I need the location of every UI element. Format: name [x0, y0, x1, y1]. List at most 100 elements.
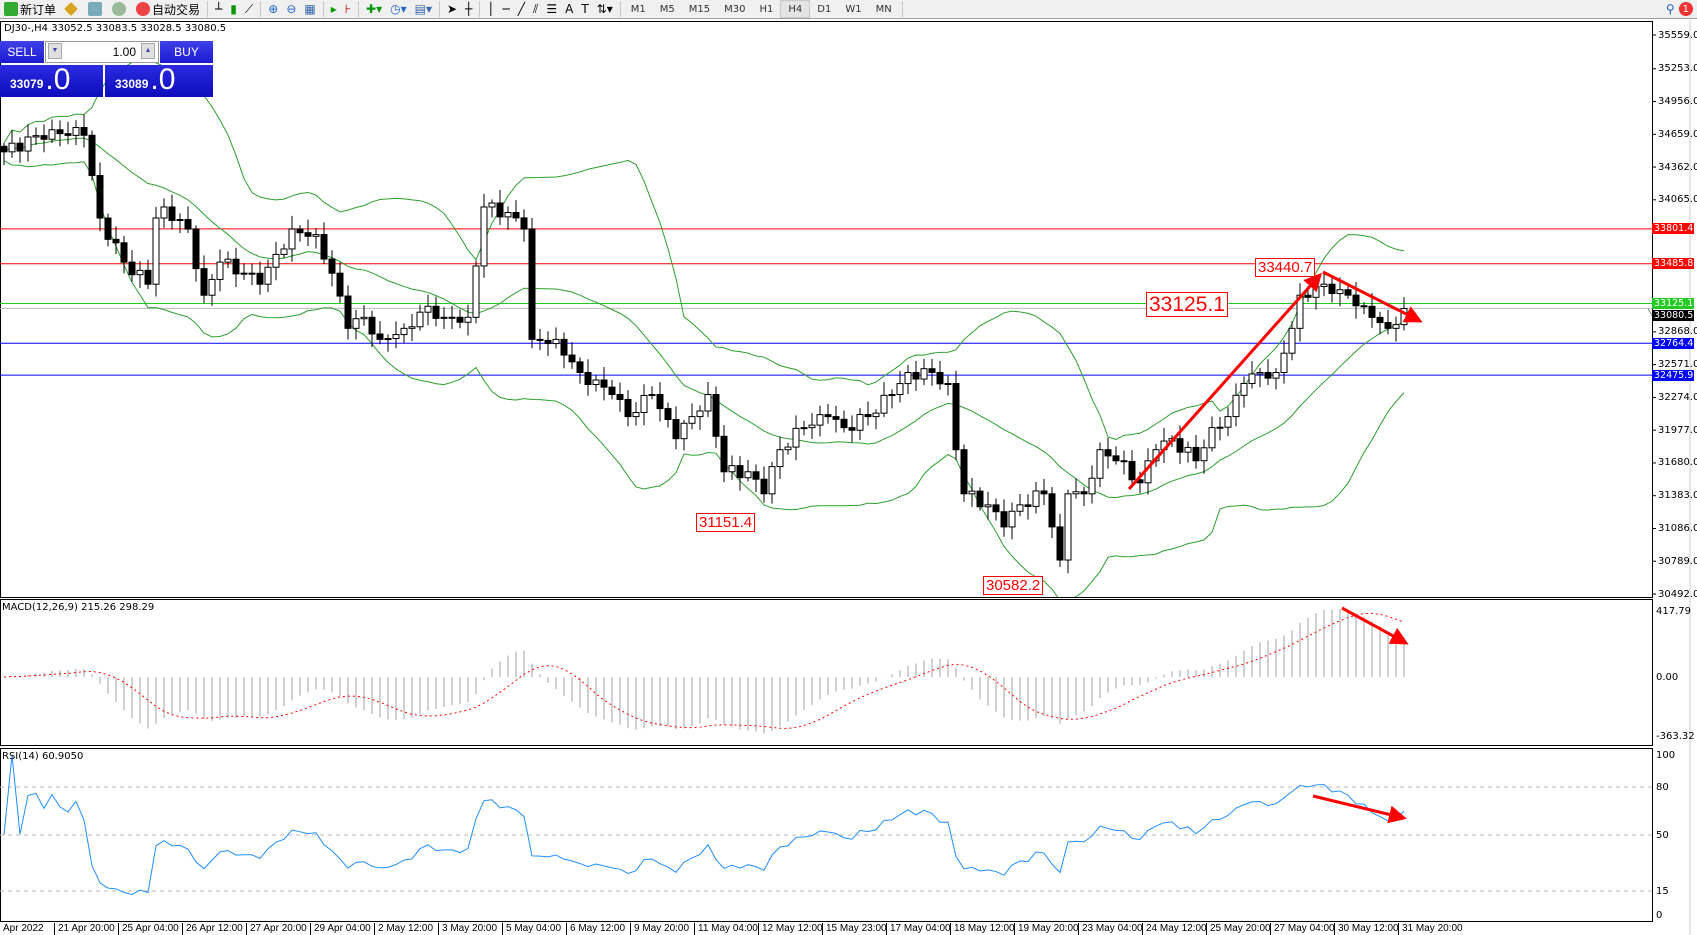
candle [120, 235, 128, 274]
crosshair-button[interactable]: ┼ [465, 2, 473, 16]
trendline-button[interactable]: ╱ [517, 2, 525, 16]
timeframe-h4[interactable]: H4 [780, 0, 811, 18]
search-icon[interactable]: ⚲ [1665, 2, 1675, 16]
candle [1360, 302, 1368, 315]
candle [944, 375, 952, 396]
timeframe-h1[interactable]: H1 [759, 3, 774, 15]
candle [496, 189, 504, 225]
tile-windows-button[interactable]: ▦ [304, 2, 316, 16]
timeframe-w1[interactable]: W1 [845, 3, 862, 15]
buy-price[interactable]: 33089.0 [105, 65, 213, 97]
sell-button[interactable]: SELL [0, 41, 44, 63]
candle [1200, 439, 1208, 474]
macd-divergence-arrow[interactable] [1341, 606, 1409, 645]
candle [144, 259, 152, 290]
candle [264, 259, 272, 293]
candle-chart-button[interactable]: ▮ [230, 2, 237, 16]
candle [424, 294, 432, 326]
arrows-button[interactable]: ⇅▾ [596, 2, 613, 16]
signals-button[interactable] [84, 0, 108, 18]
zoom-out-button[interactable]: ⊖ [286, 2, 297, 16]
bollinger-upper [3, 58, 1405, 440]
candle [1328, 275, 1336, 303]
candle [0, 143, 8, 166]
radio-button[interactable] [108, 0, 132, 18]
low-price-label[interactable]: 30582.2 [983, 576, 1044, 595]
autoscroll-button[interactable]: ▸ [330, 2, 337, 16]
candle [1024, 494, 1032, 520]
candle [920, 358, 928, 386]
timeframe-d1[interactable]: D1 [817, 3, 832, 15]
candle [32, 127, 40, 145]
current-price-label[interactable]: 33125.1 [1146, 292, 1228, 317]
candle [96, 162, 104, 232]
candle [472, 260, 480, 324]
high-price-label[interactable]: 33440.7 [1255, 258, 1316, 277]
zoom-in-button[interactable]: ⊕ [268, 2, 279, 16]
candle [1320, 273, 1328, 297]
channel-button[interactable]: ⫽ [532, 1, 539, 16]
candle [560, 332, 568, 369]
low-price-label[interactable]: 31151.4 [696, 513, 756, 532]
candle [464, 304, 472, 336]
macd-signal-line [3, 612, 1405, 729]
uptrend-arrow[interactable] [1127, 272, 1322, 490]
candle [280, 243, 288, 259]
candle [48, 119, 56, 144]
candle [272, 241, 280, 281]
text-label-button[interactable]: T [581, 2, 589, 16]
candle [704, 381, 712, 417]
panel-borders [0, 20, 1691, 935]
candle [416, 304, 424, 331]
candle [256, 261, 264, 295]
time-axis-label: 17 May 04:00 [886, 923, 951, 935]
price-axis-label: 34956.0 [1658, 96, 1697, 108]
time-axis-label: 11 May 04:00 [694, 923, 758, 935]
candle [1216, 416, 1224, 441]
candle [1272, 367, 1280, 390]
lot-increase-button[interactable]: ▲ [141, 43, 155, 59]
templates-button[interactable]: ▤▾ [414, 2, 432, 16]
indicators-button[interactable]: ✚▾ [366, 2, 383, 16]
horizontal-line-button[interactable]: ─ [502, 2, 510, 16]
downtrend-arrow[interactable] [1322, 270, 1423, 323]
timeframe-m30[interactable]: M30 [724, 3, 746, 15]
candle [432, 296, 440, 327]
buy-button[interactable]: BUY [160, 41, 213, 63]
candle [864, 401, 872, 426]
candle [792, 415, 800, 461]
bar-chart-button[interactable]: ┴ [215, 2, 223, 16]
notification-badge[interactable]: 1 [1678, 2, 1693, 16]
candle [200, 255, 208, 304]
text-button[interactable]: A [565, 2, 574, 16]
rsi-axis-label: 100 [1656, 749, 1676, 761]
candle [856, 408, 864, 440]
lot-decrease-button[interactable]: ▼ [48, 43, 62, 59]
candle [688, 403, 696, 430]
time-axis-label: 29 Apr 04:00 [310, 923, 371, 935]
candle [872, 409, 880, 430]
candle [1008, 502, 1016, 540]
candle [1296, 283, 1304, 342]
chart-shift-button[interactable]: ⊦ [344, 2, 352, 16]
line-chart-button[interactable]: ⟋ [244, 1, 254, 16]
rsi-divergence-arrow[interactable] [1312, 794, 1407, 824]
sell-price[interactable]: 33079.0 [0, 65, 103, 97]
auto-trading-button[interactable]: 自动交易 [132, 0, 204, 18]
fibonacci-button[interactable]: ☰ [546, 2, 558, 16]
periods-button[interactable]: ◷▾ [390, 2, 407, 16]
time-axis-label: Apr 2022 [3, 923, 44, 934]
drawn-arrows[interactable] [1127, 270, 1423, 824]
candle [216, 249, 224, 292]
timeframe-m5[interactable]: M5 [659, 3, 675, 15]
new-order-button[interactable]: 新订单 [0, 0, 60, 18]
timeframe-m1[interactable]: M1 [630, 3, 646, 15]
lot-size-input[interactable]: 1.00 [45, 41, 159, 63]
timeframe-mn[interactable]: MN [875, 3, 892, 15]
candle [488, 199, 496, 218]
timeframe-m15[interactable]: M15 [688, 3, 711, 15]
vertical-line-button[interactable]: │ [487, 2, 495, 16]
cursor-button[interactable]: ➤ [446, 2, 458, 16]
macd-axis-label: -363.32 [1656, 731, 1695, 742]
